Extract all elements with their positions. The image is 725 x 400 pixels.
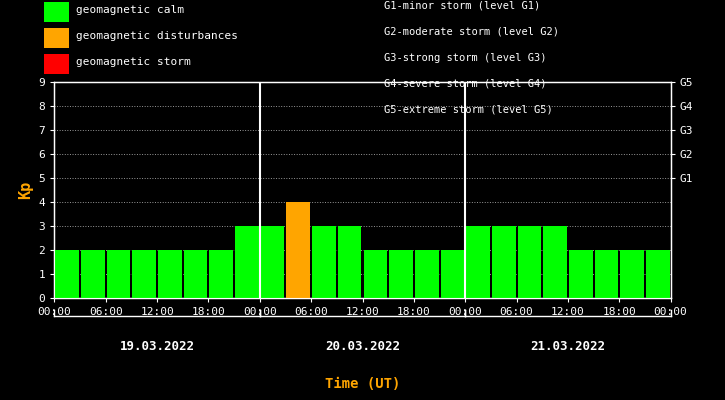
Bar bbox=[286, 202, 310, 298]
Bar bbox=[338, 226, 362, 298]
Bar bbox=[518, 226, 541, 298]
Bar bbox=[261, 226, 284, 298]
Bar bbox=[594, 250, 618, 298]
Text: G1-minor storm (level G1): G1-minor storm (level G1) bbox=[384, 1, 541, 11]
Bar bbox=[312, 226, 336, 298]
Text: geomagnetic storm: geomagnetic storm bbox=[76, 57, 191, 67]
Bar bbox=[646, 250, 670, 298]
Text: 21.03.2022: 21.03.2022 bbox=[531, 340, 605, 352]
Bar bbox=[621, 250, 644, 298]
Bar bbox=[492, 226, 515, 298]
Text: geomagnetic calm: geomagnetic calm bbox=[76, 5, 184, 15]
Bar bbox=[55, 250, 79, 298]
Bar bbox=[441, 250, 464, 298]
Bar bbox=[81, 250, 104, 298]
Bar bbox=[363, 250, 387, 298]
Text: G2-moderate storm (level G2): G2-moderate storm (level G2) bbox=[384, 27, 559, 37]
Text: geomagnetic disturbances: geomagnetic disturbances bbox=[76, 31, 238, 41]
Bar bbox=[466, 226, 490, 298]
Bar bbox=[415, 250, 439, 298]
Bar bbox=[569, 250, 592, 298]
Bar bbox=[389, 250, 413, 298]
Bar bbox=[235, 226, 259, 298]
Bar bbox=[210, 250, 233, 298]
Bar bbox=[107, 250, 130, 298]
Bar bbox=[183, 250, 207, 298]
Bar bbox=[543, 226, 567, 298]
Text: G3-strong storm (level G3): G3-strong storm (level G3) bbox=[384, 53, 547, 63]
Bar bbox=[158, 250, 182, 298]
Text: Time (UT): Time (UT) bbox=[325, 377, 400, 391]
Y-axis label: Kp: Kp bbox=[18, 181, 33, 199]
Text: G5-extreme storm (level G5): G5-extreme storm (level G5) bbox=[384, 105, 553, 115]
Text: G4-severe storm (level G4): G4-severe storm (level G4) bbox=[384, 79, 547, 89]
Bar bbox=[133, 250, 156, 298]
Text: 20.03.2022: 20.03.2022 bbox=[325, 340, 400, 352]
Text: 19.03.2022: 19.03.2022 bbox=[120, 340, 194, 352]
